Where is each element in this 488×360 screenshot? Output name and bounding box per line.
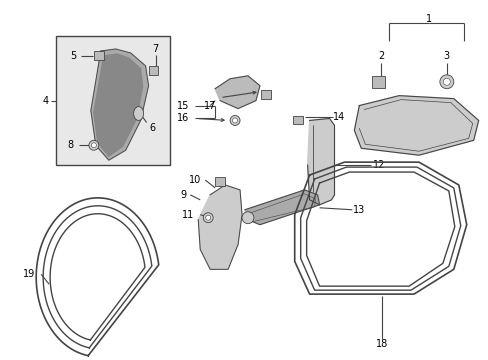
Text: 18: 18 — [375, 339, 387, 349]
Bar — [94, 51, 103, 60]
Ellipse shape — [133, 107, 143, 121]
Polygon shape — [215, 76, 260, 109]
Polygon shape — [198, 185, 242, 269]
Circle shape — [443, 78, 449, 85]
Bar — [148, 66, 158, 75]
Polygon shape — [91, 49, 148, 160]
Text: 15: 15 — [177, 100, 189, 111]
Polygon shape — [307, 118, 334, 205]
Bar — [261, 90, 270, 99]
Text: 4: 4 — [42, 96, 48, 105]
Text: 13: 13 — [352, 205, 365, 215]
Bar — [292, 116, 302, 125]
Text: 10: 10 — [189, 175, 201, 185]
Text: 17: 17 — [203, 100, 216, 111]
Text: 14: 14 — [333, 112, 345, 122]
Text: 12: 12 — [372, 160, 385, 170]
Circle shape — [242, 212, 253, 224]
Circle shape — [91, 143, 96, 148]
Text: 11: 11 — [182, 210, 194, 220]
Text: 7: 7 — [152, 44, 158, 54]
Bar — [56, 36, 170, 165]
Bar — [215, 177, 224, 186]
Polygon shape — [354, 96, 478, 155]
Circle shape — [89, 140, 99, 150]
Bar — [371, 76, 385, 88]
Polygon shape — [94, 54, 142, 156]
Text: 3: 3 — [443, 51, 449, 61]
Circle shape — [232, 118, 237, 123]
Text: 8: 8 — [67, 140, 73, 150]
Circle shape — [203, 213, 213, 223]
Text: 16: 16 — [177, 113, 189, 123]
Text: 6: 6 — [149, 123, 155, 134]
Text: 9: 9 — [180, 190, 186, 200]
Text: 19: 19 — [23, 269, 35, 279]
Text: 5: 5 — [70, 51, 76, 61]
Circle shape — [439, 75, 453, 89]
Text: 1: 1 — [425, 14, 431, 24]
Text: 2: 2 — [377, 51, 384, 61]
Circle shape — [230, 116, 240, 125]
Circle shape — [205, 215, 210, 220]
Polygon shape — [244, 190, 319, 225]
